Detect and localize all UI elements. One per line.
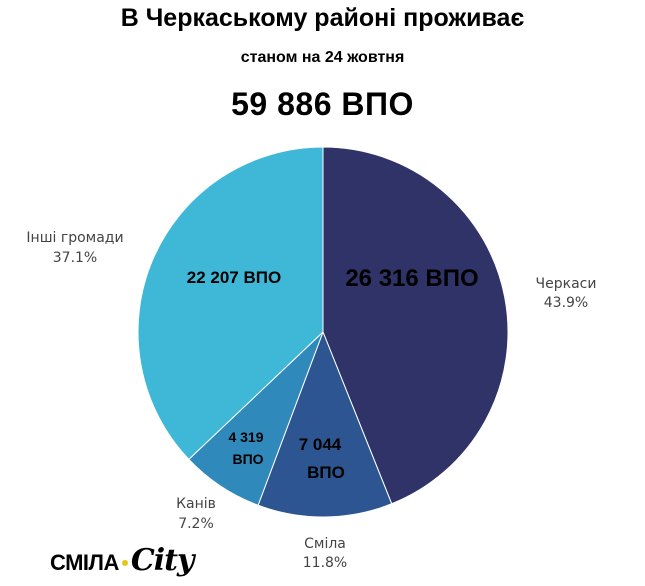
slice-value-label-kaniv-unit: ВПО (232, 451, 263, 467)
smila-city-logo: СМІЛА City (50, 543, 195, 578)
slice-percent-label-inshi: 37.1% (53, 250, 97, 266)
slice-value-label-kaniv-number: 4 319 (228, 429, 263, 445)
slice-category-label-kaniv: Канів (176, 496, 216, 512)
logo-brand: СМІЛА (50, 550, 119, 575)
pie-slice-1 (257, 330, 393, 518)
slice-value-label-smila-number: 7 044 (299, 435, 342, 454)
pie-slice-0 (322, 146, 509, 505)
slice-value-label-smila-unit: ВПО (307, 463, 345, 482)
chart-title: В Черкаському районі проживає (120, 4, 525, 32)
slice-category-label-cherkasy: Черкаси (536, 276, 597, 292)
slice-percent-label-smila: 11.8% (303, 555, 347, 571)
logo-city: City (130, 543, 195, 578)
slice-value-label-cherkasy: 26 316 ВПО (345, 265, 478, 292)
slice-percent-label-cherkasy: 43.9% (544, 295, 588, 311)
chart-subtitle: станом на 24 жовтня (240, 49, 405, 66)
pie-slice-3 (137, 146, 324, 461)
logo-dot (121, 560, 128, 566)
slice-percent-label-kaniv: 7.2% (178, 516, 214, 532)
slice-category-label-smila: Сміла (304, 536, 346, 552)
slice-category-label-inshi: Інші громади (26, 230, 123, 246)
total-count: 59 886 ВПО (231, 86, 414, 122)
slice-value-label-inshi: 22 207 ВПО (187, 268, 281, 287)
